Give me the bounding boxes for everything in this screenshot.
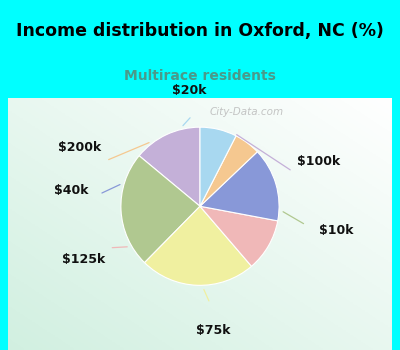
- Wedge shape: [200, 136, 257, 206]
- Wedge shape: [139, 127, 200, 206]
- Text: $125k: $125k: [62, 253, 106, 266]
- Wedge shape: [121, 156, 200, 262]
- Text: $75k: $75k: [196, 324, 230, 337]
- Wedge shape: [200, 152, 279, 221]
- Text: Income distribution in Oxford, NC (%): Income distribution in Oxford, NC (%): [16, 22, 384, 40]
- Text: $40k: $40k: [54, 184, 88, 197]
- Text: $20k: $20k: [172, 84, 207, 97]
- Text: $100k: $100k: [297, 155, 340, 168]
- Text: $200k: $200k: [58, 141, 101, 154]
- Text: City-Data.com: City-Data.com: [209, 107, 283, 117]
- Wedge shape: [144, 206, 252, 285]
- Wedge shape: [200, 206, 278, 266]
- Text: Multirace residents: Multirace residents: [124, 69, 276, 83]
- Wedge shape: [200, 127, 236, 206]
- Text: $10k: $10k: [318, 224, 353, 237]
